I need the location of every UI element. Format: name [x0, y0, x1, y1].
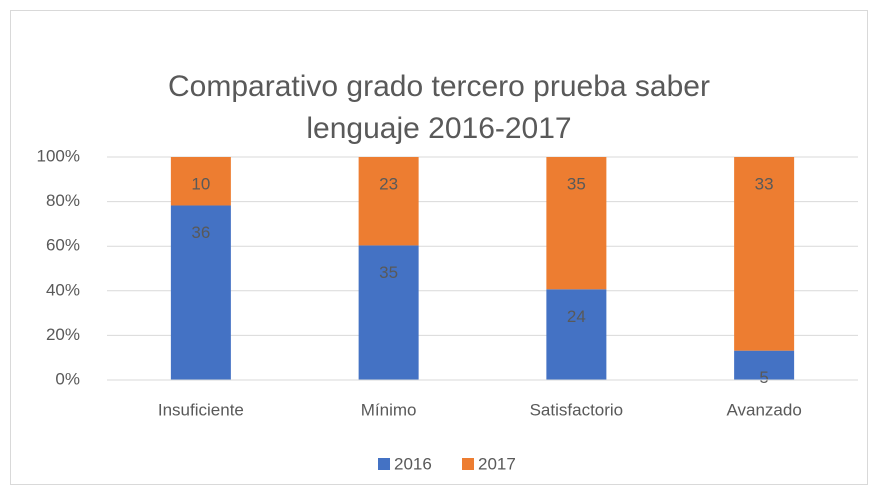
data-label: 10	[191, 174, 210, 193]
y-tick-label: 100%	[37, 146, 80, 165]
data-label: 5	[759, 368, 768, 387]
x-tick-label: Satisfactorio	[530, 400, 624, 419]
legend-swatch	[462, 458, 474, 470]
legend-swatch	[378, 458, 390, 470]
data-label: 35	[567, 174, 586, 193]
bar-segment	[546, 289, 607, 380]
data-label: 24	[567, 307, 586, 326]
data-label: 36	[191, 223, 210, 242]
bar-segment	[734, 157, 795, 351]
y-tick-label: 0%	[55, 369, 80, 388]
y-tick-label: 60%	[46, 236, 80, 255]
bar-segment	[358, 245, 419, 380]
x-tick-label: Insuficiente	[158, 400, 244, 419]
data-label: 35	[379, 263, 398, 282]
y-tick-label: 20%	[46, 325, 80, 344]
x-tick-label: Mínimo	[361, 400, 417, 419]
y-tick-label: 80%	[46, 191, 80, 210]
legend-label: 2017	[478, 454, 516, 473]
x-tick-label: Avanzado	[726, 400, 801, 419]
bar-segment	[170, 157, 231, 206]
legend-label: 2016	[394, 454, 432, 473]
bar-segment	[734, 350, 795, 380]
data-label: 33	[755, 174, 774, 193]
bar-segment	[358, 157, 419, 246]
data-label: 23	[379, 174, 398, 193]
bar-segment	[546, 157, 607, 290]
chart-title: Comparativo grado tercero prueba saber l…	[168, 70, 710, 145]
chart-border	[10, 10, 868, 485]
bar-segment	[170, 205, 231, 380]
y-tick-label: 40%	[46, 280, 80, 299]
